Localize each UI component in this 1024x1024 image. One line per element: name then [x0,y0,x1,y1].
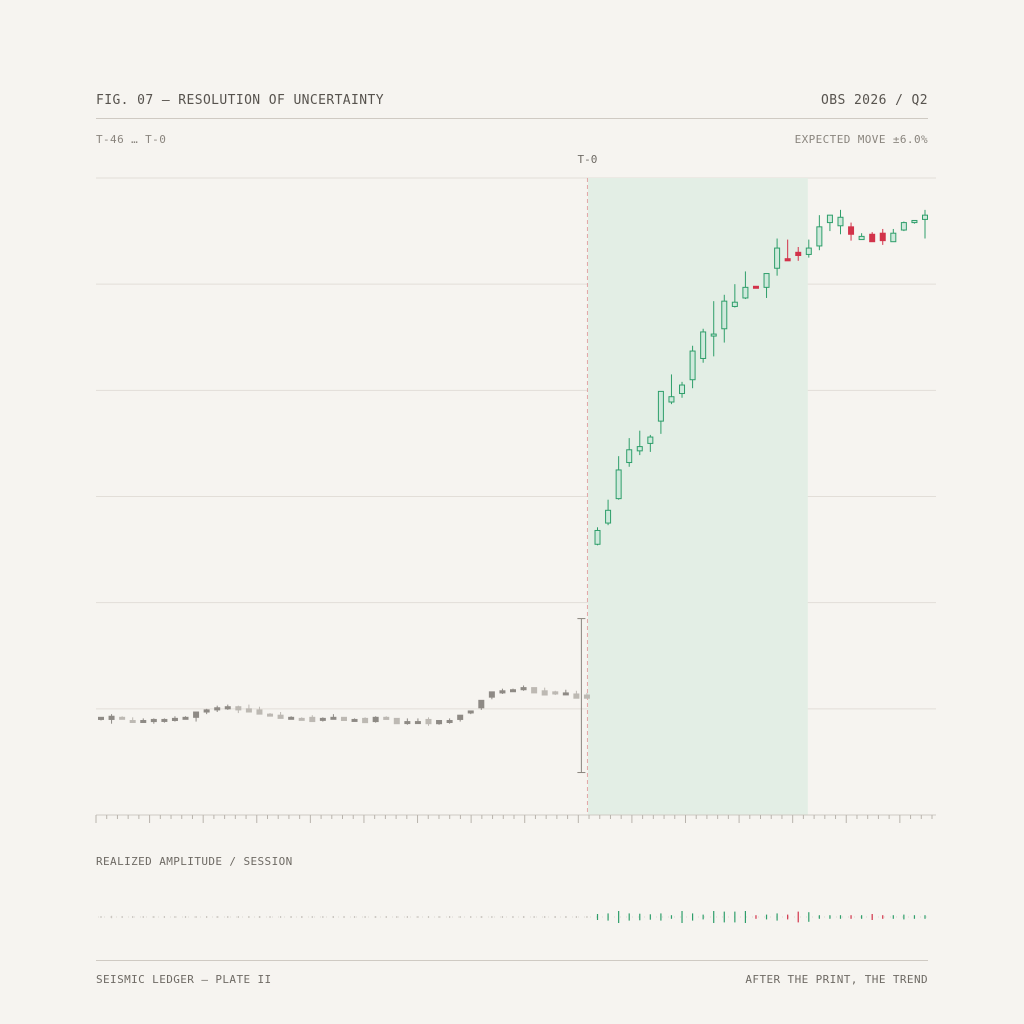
candle-body [552,691,559,695]
candle-body [710,333,717,337]
candle-body [319,717,326,721]
candle-body [129,720,136,724]
candle-body [446,720,453,724]
candle-body [372,716,379,723]
post-event-shaded-region [587,178,808,815]
candle-body [795,251,802,257]
candle-body [900,222,907,231]
candle-body [436,720,443,725]
candle-body [467,710,474,714]
header-divider [96,118,928,119]
candle-body [731,301,738,307]
candle-body [161,718,168,722]
candle-body [922,214,928,220]
candle-body [657,390,664,422]
candle-body [140,720,147,724]
candle-body [119,716,126,720]
candle-body [594,529,601,545]
grid [96,177,936,816]
candle-body [425,718,432,725]
candle-body [848,226,855,235]
candle-body [214,707,221,711]
candle-body [182,716,189,720]
candle-body [742,286,749,299]
candle-body [636,446,643,452]
candle-body [362,717,369,724]
x-axis-ticks [95,814,936,823]
candle-body [721,300,728,330]
candle-body [393,717,400,725]
candle-body [478,699,485,709]
candle-body [763,273,770,288]
candle-body [837,216,844,227]
candle-body [193,711,200,718]
candle-body [816,226,823,247]
candle-body [689,350,696,381]
candle-body [98,716,104,720]
candle-body [351,718,358,722]
candle-body [858,235,865,241]
event-marker-label: T-0 [578,153,598,166]
candle-body [583,694,590,699]
candle-body [700,331,707,359]
candle-body [826,214,833,224]
footer-plate-label: SEISMIC LEDGER — PLATE II [96,973,272,986]
observation-period: OBS 2026 / Q2 [821,93,928,108]
candle-body [499,690,506,694]
candle-body [562,692,569,696]
figure-title: FIG. 07 — RESOLUTION OF UNCERTAINTY [96,93,384,108]
candle-body [457,714,464,720]
footer-divider [96,960,928,961]
candle-body [340,716,347,722]
candle-body [383,716,390,720]
amplitude-panel-title: REALIZED AMPLITUDE / SESSION [96,855,293,868]
candle-body [752,285,759,289]
candle-body [668,396,675,403]
candle-body [245,708,252,713]
candle-body [879,232,886,242]
candle-body [309,716,316,723]
candle-body [911,219,918,224]
candle-body [235,706,242,711]
candle-body [626,449,633,464]
candles [98,209,928,726]
candle-body [488,691,495,698]
candle-body [784,258,791,262]
candle-body [605,509,612,524]
amplitude-bars [98,911,928,923]
candle-body [298,717,305,721]
candle-body [203,709,210,713]
candle-body [330,716,337,720]
time-range-label: T-46 … T-0 [96,133,167,146]
candle-body [288,716,295,720]
candle-body [150,718,157,723]
candle-body [805,247,812,255]
candle-body [414,721,421,725]
candle-body [647,436,654,444]
candle-body [615,469,622,500]
candle-body [541,690,548,696]
candle-body [224,706,231,710]
footer-caption: AFTER THE PRINT, THE TREND [745,973,928,986]
event-gap-range [577,618,586,774]
candle-body [774,247,781,269]
candle-body [869,233,876,243]
candle-body [108,715,115,720]
candle-body [510,689,516,693]
candle-body [256,709,263,715]
candle-body [531,687,538,694]
candle-body [520,687,527,691]
candle-body [267,713,274,717]
expected-move-label: EXPECTED MOVE ±6.0% [794,133,928,146]
candle-body [171,717,178,722]
candle-body [404,721,411,725]
candle-body [890,232,897,243]
candle-body [679,384,686,395]
candle-body [277,714,284,719]
candle-body [573,693,580,699]
